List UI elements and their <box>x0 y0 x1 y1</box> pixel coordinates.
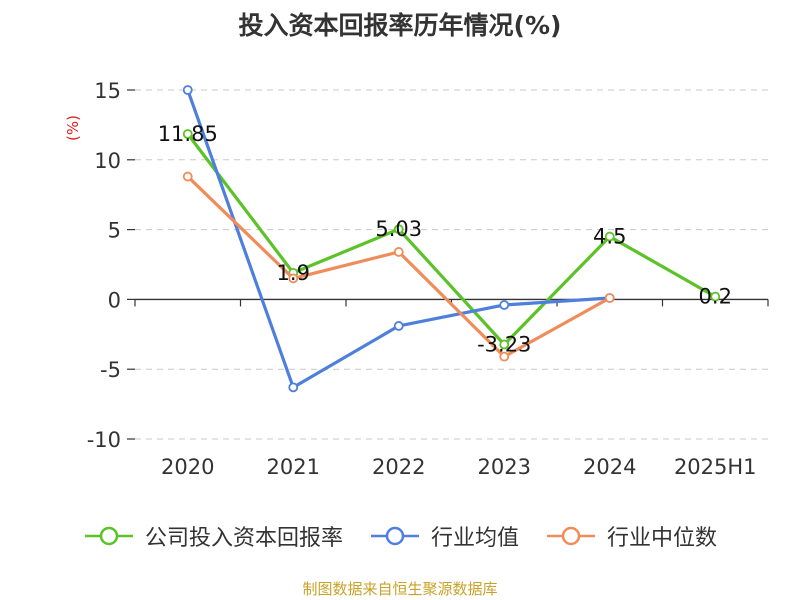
data-point-0 <box>499 339 510 350</box>
y-tick-label: 5 <box>108 219 121 243</box>
data-label: 11.85 <box>158 122 218 146</box>
data-point-2 <box>604 293 615 303</box>
data-point-0 <box>604 231 615 242</box>
chart-title: 投入资本回报率历年情况(%) <box>238 11 562 40</box>
data-label: 5.03 <box>375 217 422 241</box>
legend-line-icon <box>84 526 133 546</box>
y-axis-label: (%) <box>64 115 82 141</box>
data-point-2 <box>182 171 193 182</box>
legend-label: 公司投入资本回报率 <box>144 526 343 551</box>
legend-line-icon <box>547 526 595 546</box>
data-point-0 <box>393 224 404 235</box>
data-point-2 <box>393 247 404 257</box>
data-point-1 <box>288 382 299 393</box>
x-tick-label: 2023 <box>478 455 531 479</box>
legend-item: 行业均值 <box>369 520 519 552</box>
x-tick-label: 2021 <box>267 455 320 479</box>
y-tick-label: -10 <box>87 428 121 452</box>
data-point-1 <box>499 300 510 310</box>
y-tick-label: -5 <box>100 358 121 382</box>
y-tick-label: 0 <box>108 288 121 312</box>
legend-label: 行业均值 <box>430 526 519 551</box>
data-point-0 <box>710 291 721 302</box>
legend-item: 行业中位数 <box>545 520 717 552</box>
data-point-2 <box>499 351 510 362</box>
series-line-0 <box>186 133 717 347</box>
source-note: 制图数据来自恒生聚源数据库 <box>302 580 498 598</box>
y-tick-label: 15 <box>94 79 121 103</box>
y-tick-label: 10 <box>94 149 121 173</box>
legend-line-icon <box>370 526 419 546</box>
data-label: -3.23 <box>477 332 531 356</box>
data-point-1 <box>393 321 404 331</box>
data-label: 1.9 <box>277 261 310 285</box>
data-point-0 <box>182 129 193 139</box>
data-label: 0.2 <box>699 285 732 309</box>
data-point-2 <box>288 273 299 284</box>
x-tick-label: 2025H1 <box>674 455 757 479</box>
data-point-1 <box>182 85 193 95</box>
legend-item: 公司投入资本回报率 <box>83 520 343 552</box>
x-tick-label: 2024 <box>583 455 636 479</box>
x-tick-label: 2022 <box>372 455 425 479</box>
data-label: 4.5 <box>593 225 626 249</box>
x-tick-label: 2020 <box>161 455 214 479</box>
legend-label: 行业中位数 <box>607 526 718 551</box>
legend: 公司投入资本回报率 行业均值 行业中位数 <box>0 520 800 552</box>
